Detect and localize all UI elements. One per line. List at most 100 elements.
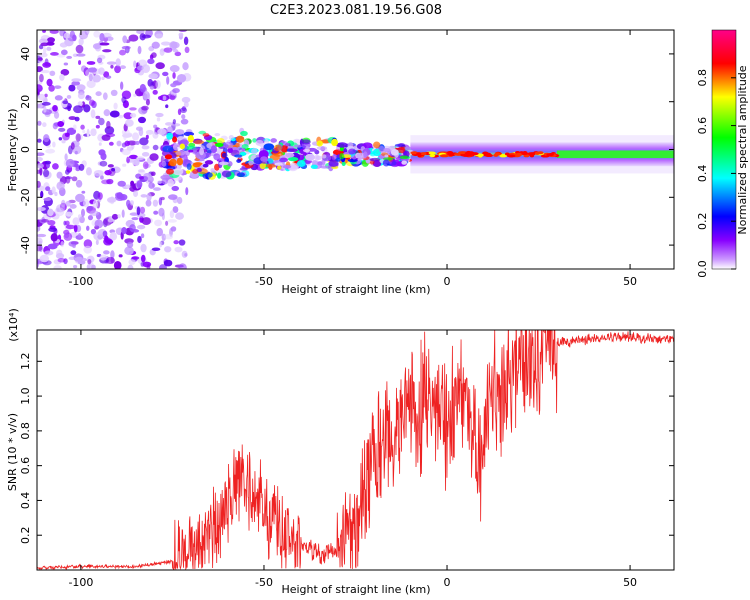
colorbar-tick-label: 0.8: [696, 69, 709, 87]
spectrogram-noise-cell: [39, 254, 50, 263]
spectrogram-noise-cell: [51, 186, 56, 195]
spectrogram-signal-cell: [347, 158, 358, 163]
spectrogram-noise-cell: [37, 103, 41, 109]
spectrogram-noise-cell: [77, 92, 85, 100]
spectrogram-noise-cell: [119, 49, 126, 56]
spectrogram-noise-cell: [42, 122, 47, 128]
spectrogram-noise-cell: [163, 259, 173, 267]
spectrogram-noise-cell: [45, 148, 56, 154]
colorbar-tick-label: 0.2: [696, 212, 709, 230]
spectrogram-noise-cell: [139, 83, 146, 93]
spectrogram-signal-cell: [199, 147, 205, 156]
spectrogram-noise-cell: [37, 233, 47, 238]
spectrogram-noise-cell: [99, 160, 108, 167]
spectrogram-signal-cell: [263, 143, 275, 151]
spectrogram-signal-cell: [315, 155, 323, 160]
spectrogram-noise-cell: [173, 240, 179, 245]
spectrogram-noise-cell: [64, 169, 70, 175]
spectrogram-y-tick-label: 40: [19, 47, 32, 61]
colorbar-label: Normalized spectral amplitude: [736, 65, 749, 234]
spectrogram-noise-cell: [128, 154, 138, 160]
spectrogram-noise-cell: [52, 104, 58, 112]
spectrogram-noise-cell: [137, 45, 142, 55]
spectrogram-noise-cell: [75, 193, 85, 203]
spectrogram-noise-cell: [40, 190, 44, 199]
spectrogram-noise-cell: [156, 117, 161, 122]
spectrogram-noise-cell: [162, 95, 167, 101]
spectrogram-noise-cell: [126, 156, 130, 164]
spectrogram-noise-cell: [37, 84, 43, 93]
spectrogram-signal-cell: [236, 172, 245, 178]
spectrogram-noise-cell: [180, 107, 188, 114]
spectrogram-signal-cell: [172, 143, 181, 151]
spectrogram-noise-cell: [37, 206, 46, 212]
snr-x-tick-label: -100: [68, 576, 93, 589]
spectrogram-noise-cell: [101, 134, 111, 141]
spectrogram-noise-cell: [66, 94, 72, 99]
spectrogram-signal-cell: [265, 163, 277, 168]
spectrogram-noise-cell: [154, 219, 163, 227]
spectrogram-noise-cell: [96, 57, 103, 64]
spectrogram-noise-cell: [71, 78, 82, 82]
spectrogram-noise-cell: [49, 70, 56, 76]
spectrogram-noise-cell: [91, 264, 96, 269]
spectrogram-noise-cell: [178, 30, 188, 33]
spectrogram-noise-cell: [155, 112, 164, 118]
spectrogram-noise-cell: [63, 32, 70, 39]
spectrogram-signal-cell: [389, 159, 400, 168]
spectrogram-noise-cell: [69, 204, 77, 209]
snr-x-tick-label: 50: [623, 576, 637, 589]
spectrogram-noise-cell: [50, 52, 59, 56]
spectrogram-noise-cell: [133, 93, 137, 97]
spectrogram-noise-cell: [37, 152, 45, 157]
spectrogram-noise-cell: [86, 206, 93, 211]
spectrogram-noise-cell: [37, 156, 43, 162]
spectrogram-noise-cell: [64, 153, 68, 161]
spectrogram-noise-cell: [164, 246, 172, 253]
spectrogram-signal-cell: [234, 154, 243, 158]
spectrogram-noise-cell: [74, 150, 78, 155]
spectrogram-signal-cell: [384, 154, 389, 158]
spectrogram-x-tick-label: -100: [68, 275, 93, 288]
spectrogram-noise-cell: [82, 199, 90, 208]
spectrogram-signal-cell: [240, 130, 248, 137]
spectrogram-signal-cell: [210, 145, 218, 154]
spectrogram-noise-cell: [67, 105, 72, 112]
spectrogram-noise-cell: [119, 81, 124, 90]
spectrogram-noise-cell: [38, 93, 45, 101]
spectrogram-signal-cell: [214, 133, 221, 137]
spectrogram-noise-cell: [100, 175, 104, 180]
spectrogram-noise-cell: [126, 241, 134, 248]
spectrogram-signal-cell: [183, 131, 195, 137]
spectrogram-signal-cell: [341, 161, 346, 167]
spectrogram-signal-cell: [404, 146, 412, 151]
spectrogram-signal-cell: [227, 161, 233, 167]
spectrogram-noise-cell: [149, 85, 155, 90]
spectrogram-noise-cell: [131, 256, 140, 260]
spectrogram-noise-cell: [167, 219, 177, 223]
spectrogram-noise-cell: [103, 250, 110, 255]
spectrogram-noise-cell: [169, 65, 180, 73]
spectrogram-noise-cell: [151, 41, 160, 49]
spectrogram-signal-cell: [336, 142, 348, 148]
spectrogram-noise-cell: [172, 206, 179, 213]
spectrogram-signal-cell: [157, 128, 167, 135]
spectrogram-signal-cell: [352, 155, 357, 160]
spectrogram-noise-cell: [123, 132, 127, 141]
spectrogram-noise-cell: [170, 226, 177, 232]
spectrogram-noise-cell: [140, 233, 145, 239]
spectrogram-noise-cell: [122, 35, 128, 44]
spectrogram-noise-cell: [87, 215, 94, 221]
spectrogram-noise-cell: [68, 84, 76, 92]
spectrogram-noise-cell: [181, 96, 191, 103]
spectrogram-noise-cell: [53, 111, 60, 119]
spectrogram-signal-cell: [239, 152, 247, 156]
figure-title: C2E3.2023.081.19.56.G08: [270, 3, 442, 18]
spectrogram-noise-cell: [139, 137, 149, 146]
spectrogram-noise-cell: [176, 74, 187, 83]
snr-y-tick-label: 0.8: [19, 422, 32, 440]
snr-y-ticks: 0.2 0.4 0.6 0.8 1.0 1.2: [19, 353, 674, 544]
spectrogram-signal-cell: [270, 138, 277, 143]
spectrogram-signal-cell: [279, 157, 289, 163]
